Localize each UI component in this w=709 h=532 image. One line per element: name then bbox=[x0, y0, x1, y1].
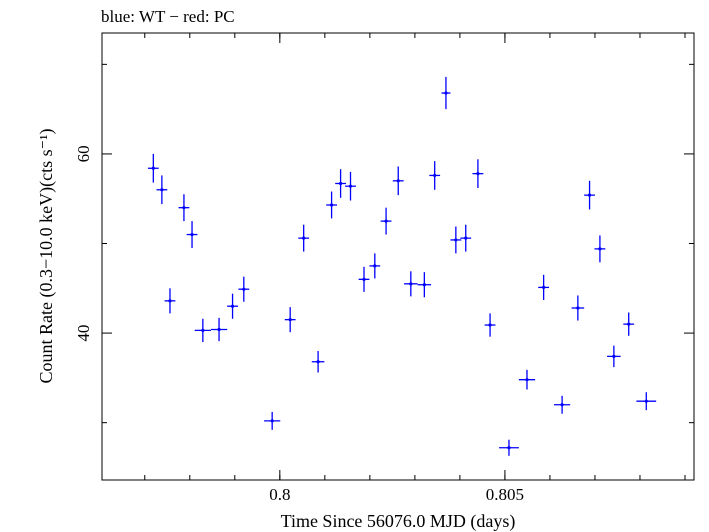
axis-tick-labels: 0.8 0.805 40 60 bbox=[74, 145, 524, 504]
y-tick-label: 40 bbox=[74, 325, 93, 342]
data-point bbox=[472, 159, 484, 188]
data-point bbox=[178, 194, 190, 222]
data-point bbox=[298, 224, 310, 252]
point-marker bbox=[373, 264, 377, 268]
point-marker bbox=[464, 236, 468, 240]
data-point bbox=[460, 224, 472, 252]
point-marker bbox=[598, 247, 602, 251]
data-point bbox=[571, 295, 585, 321]
point-marker bbox=[316, 360, 320, 364]
point-marker bbox=[627, 322, 631, 326]
data-point bbox=[518, 369, 536, 390]
point-marker bbox=[507, 446, 511, 450]
data-point bbox=[417, 272, 432, 298]
data-point bbox=[345, 171, 356, 201]
data-point bbox=[311, 351, 325, 373]
data-point bbox=[607, 345, 621, 368]
data-point bbox=[404, 271, 418, 297]
y-tick-label: 60 bbox=[74, 145, 93, 162]
plot-frame bbox=[101, 32, 695, 481]
y-axis-label: Count Rate (0.3−10.0 keV)(cts s⁻¹) bbox=[36, 128, 57, 383]
point-marker bbox=[182, 206, 186, 210]
data-point bbox=[441, 76, 451, 110]
x-tick-label: 0.8 bbox=[269, 485, 290, 504]
point-marker bbox=[444, 91, 448, 95]
point-marker bbox=[270, 419, 274, 423]
data-point bbox=[156, 175, 168, 205]
data-point bbox=[335, 169, 347, 198]
point-marker bbox=[587, 193, 592, 197]
point-marker bbox=[348, 184, 353, 188]
point-marker bbox=[422, 283, 426, 287]
data-point bbox=[210, 317, 228, 342]
point-marker bbox=[542, 285, 546, 290]
point-marker bbox=[488, 323, 492, 327]
data-points bbox=[147, 76, 657, 456]
point-marker bbox=[302, 236, 306, 240]
data-point bbox=[380, 207, 392, 235]
point-marker bbox=[190, 232, 194, 237]
point-marker bbox=[160, 188, 164, 192]
data-point bbox=[450, 226, 462, 254]
data-point bbox=[499, 439, 519, 456]
data-point bbox=[238, 276, 250, 302]
point-marker bbox=[288, 318, 292, 322]
data-point bbox=[227, 293, 238, 319]
point-marker bbox=[362, 277, 366, 281]
x-tick-label: 0.805 bbox=[486, 485, 524, 504]
data-point bbox=[392, 166, 404, 196]
point-marker bbox=[476, 172, 480, 176]
point-marker bbox=[576, 306, 580, 310]
data-point bbox=[429, 161, 441, 190]
chart-title: blue: WT − red: PC bbox=[101, 7, 235, 26]
data-point bbox=[484, 313, 496, 337]
axis-ticks bbox=[102, 33, 694, 480]
data-point bbox=[194, 318, 211, 343]
point-marker bbox=[409, 282, 413, 286]
point-marker bbox=[217, 327, 221, 332]
point-marker bbox=[396, 179, 400, 183]
point-marker bbox=[201, 328, 205, 333]
data-point bbox=[553, 395, 571, 414]
point-marker bbox=[612, 354, 616, 358]
point-marker bbox=[339, 181, 343, 186]
data-point bbox=[326, 191, 337, 219]
point-marker bbox=[525, 378, 529, 382]
point-marker bbox=[329, 203, 334, 207]
point-marker bbox=[433, 173, 437, 178]
point-marker bbox=[151, 166, 155, 170]
data-point bbox=[369, 253, 381, 279]
data-point bbox=[186, 221, 198, 248]
point-marker bbox=[560, 403, 564, 407]
data-point bbox=[358, 266, 370, 292]
point-marker bbox=[242, 287, 246, 291]
point-marker bbox=[168, 299, 172, 303]
data-point bbox=[538, 274, 550, 300]
point-marker bbox=[644, 399, 648, 403]
point-marker bbox=[230, 304, 235, 308]
data-point bbox=[623, 312, 635, 336]
data-point bbox=[594, 235, 606, 263]
data-point bbox=[264, 411, 281, 430]
data-point bbox=[284, 307, 296, 333]
data-point bbox=[164, 288, 176, 314]
data-point bbox=[584, 180, 595, 210]
data-point bbox=[147, 153, 159, 183]
point-marker bbox=[454, 238, 458, 242]
x-axis-label: Time Since 56076.0 MJD (days) bbox=[281, 511, 516, 532]
point-marker bbox=[384, 219, 388, 223]
data-point bbox=[636, 392, 657, 411]
